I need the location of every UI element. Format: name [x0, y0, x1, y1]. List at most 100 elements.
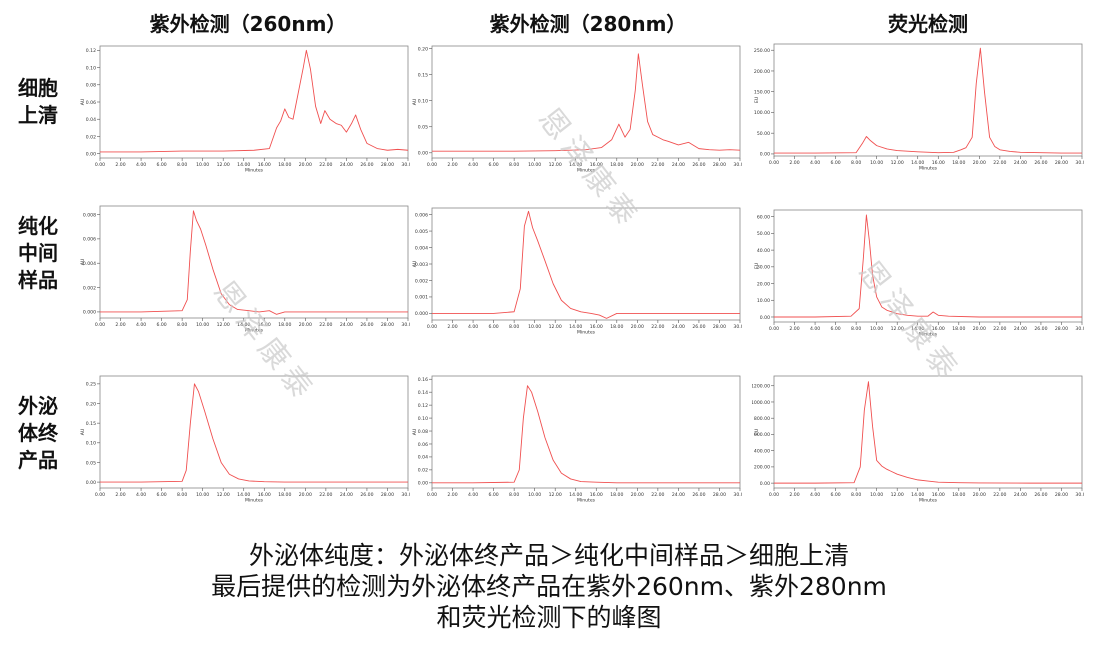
x-tick-label: 14.00 — [911, 492, 924, 498]
chromatogram-final-260nm: 0.00 0.05 0.10 0.15 0.20 0.25 0.00 2.00 4.00 6.00… — [78, 372, 410, 502]
x-tick-label: 24.00 — [340, 492, 353, 498]
x-tick-label: 2.00 — [447, 492, 457, 498]
x-tick-label: 20.00 — [299, 322, 312, 328]
column-title-fluorescence: 荧光检测 — [888, 12, 968, 36]
x-tick-label: 28.00 — [1055, 492, 1068, 498]
chart-svg: 0.00 50.00 100.00 150.00 200.00 250.00 0.00 2.0… — [754, 43, 1084, 170]
y-tick-label: 0.20 — [86, 401, 96, 407]
x-tick-label: 6.00 — [488, 492, 498, 498]
y-tick-label: 30.00 — [757, 265, 770, 271]
x-tick-label: 10.00 — [196, 492, 209, 498]
y-tick-label: 0.10 — [418, 416, 428, 422]
x-tick-label: 22.00 — [993, 326, 1006, 332]
x-tick-label: 12.00 — [891, 492, 904, 498]
chromatogram-final-fluorescence: 0.00 200.00 400.00 600.00 800.00 1000.00 1200.… — [752, 372, 1084, 502]
x-tick-label: 16.00 — [590, 492, 603, 498]
y-tick-label: 1200.00 — [752, 384, 770, 390]
caption-line: 最后提供的检测为外泌体终产品在紫外260nm、紫外280nm — [211, 572, 887, 601]
x-tick-label: 12.00 — [549, 324, 562, 330]
x-tick-label: 28.00 — [713, 492, 726, 498]
x-tick-label: 2.00 — [789, 492, 799, 498]
x-tick-label: 10.00 — [196, 322, 209, 328]
plot-frame — [773, 43, 1083, 157]
y-tick-label: 0.00 — [86, 480, 96, 486]
chromatogram-intermediate-280nm: 0.000 0.001 0.002 0.003 0.004 0.005 0.006 0.00 2… — [410, 204, 742, 334]
x-axis-label: Minutes — [245, 168, 264, 173]
y-tick-label: 0.12 — [418, 403, 428, 409]
x-tick-label: 26.00 — [360, 162, 373, 168]
y-tick-label: 150.00 — [754, 90, 770, 96]
x-tick-label: 26.00 — [692, 162, 705, 168]
y-axis-label: AU — [80, 99, 86, 106]
x-tick-label: 6.00 — [830, 326, 840, 332]
x-tick-label: 30.00 — [733, 162, 742, 168]
x-tick-label: 0.00 — [95, 492, 105, 498]
y-tick-label: 0.000 — [83, 310, 96, 316]
column-title-260nm: 紫外检测（260nm） — [149, 12, 347, 36]
x-tick-label: 10.00 — [528, 492, 541, 498]
y-tick-label: 0.008 — [83, 212, 96, 218]
x-tick-label: 18.00 — [278, 162, 291, 168]
y-tick-label: 100.00 — [754, 110, 770, 116]
x-tick-label: 28.00 — [1055, 326, 1068, 332]
x-tick-label: 4.00 — [136, 492, 146, 498]
x-axis-label: Minutes — [577, 498, 596, 503]
x-tick-label: 26.00 — [360, 492, 373, 498]
y-tick-label: 0.00 — [86, 151, 96, 157]
y-axis-label: EU — [754, 97, 760, 103]
row-label-line: 细胞 — [18, 76, 58, 100]
x-tick-label: 14.00 — [237, 492, 250, 498]
x-tick-label: 24.00 — [672, 324, 685, 330]
caption: 外泌体纯度：外泌体终产品＞纯化中间样品＞细胞上清 最后提供的检测为外泌体终产品在… — [0, 540, 1098, 633]
x-tick-label: 16.00 — [258, 322, 271, 328]
x-tick-label: 4.00 — [136, 322, 146, 328]
y-tick-label: 0.15 — [418, 72, 428, 78]
x-axis-label: Minutes — [577, 168, 596, 173]
x-tick-label: 30.00 — [733, 324, 742, 330]
chromatogram-final-280nm: 0.00 0.02 0.04 0.06 0.08 0.10 0.12 0.14 0.16 0.00… — [410, 372, 742, 502]
x-tick-label: 16.00 — [932, 160, 945, 166]
x-tick-label: 6.00 — [156, 322, 166, 328]
y-tick-label: 0.00 — [760, 315, 770, 321]
x-tick-label: 18.00 — [278, 322, 291, 328]
x-tick-label: 20.00 — [973, 160, 986, 166]
row-label-line: 上清 — [18, 103, 58, 127]
x-tick-label: 4.00 — [810, 326, 820, 332]
x-tick-label: 4.00 — [468, 162, 478, 168]
x-tick-label: 22.00 — [319, 322, 332, 328]
x-tick-label: 26.00 — [1034, 492, 1047, 498]
x-tick-label: 8.00 — [177, 162, 187, 168]
x-axis-label: Minutes — [245, 498, 264, 503]
x-tick-label: 10.00 — [870, 326, 883, 332]
y-axis-label: AU — [412, 429, 418, 436]
x-tick-label: 20.00 — [631, 492, 644, 498]
y-tick-label: 0.00 — [418, 151, 428, 157]
y-tick-label: 0.06 — [86, 100, 96, 106]
x-tick-label: 0.00 — [427, 162, 437, 168]
y-axis-label: EU — [754, 263, 760, 269]
x-tick-label: 24.00 — [672, 492, 685, 498]
x-tick-label: 28.00 — [381, 492, 394, 498]
x-tick-label: 20.00 — [631, 162, 644, 168]
x-tick-label: 24.00 — [1014, 160, 1027, 166]
x-tick-label: 0.00 — [427, 324, 437, 330]
y-tick-label: 0.16 — [418, 377, 428, 383]
x-tick-label: 8.00 — [177, 492, 187, 498]
x-tick-label: 30.00 — [733, 492, 742, 498]
y-tick-label: 0.006 — [415, 212, 428, 218]
y-tick-label: 0.002 — [415, 278, 428, 284]
x-tick-label: 2.00 — [789, 326, 799, 332]
x-tick-label: 8.00 — [177, 322, 187, 328]
y-tick-label: 0.20 — [418, 46, 428, 52]
x-tick-label: 24.00 — [672, 162, 685, 168]
y-tick-label: 0.00 — [760, 481, 770, 487]
x-tick-label: 8.00 — [851, 492, 861, 498]
x-tick-label: 30.00 — [401, 162, 410, 168]
row-label-exosome-final-product: 外泌 体终 产品 — [8, 393, 68, 474]
x-tick-label: 16.00 — [258, 162, 271, 168]
x-tick-label: 26.00 — [1034, 326, 1047, 332]
chromatogram-trace — [432, 53, 741, 152]
y-tick-label: 0.15 — [86, 421, 96, 427]
x-tick-label: 18.00 — [278, 492, 291, 498]
y-tick-label: 40.00 — [757, 248, 770, 254]
